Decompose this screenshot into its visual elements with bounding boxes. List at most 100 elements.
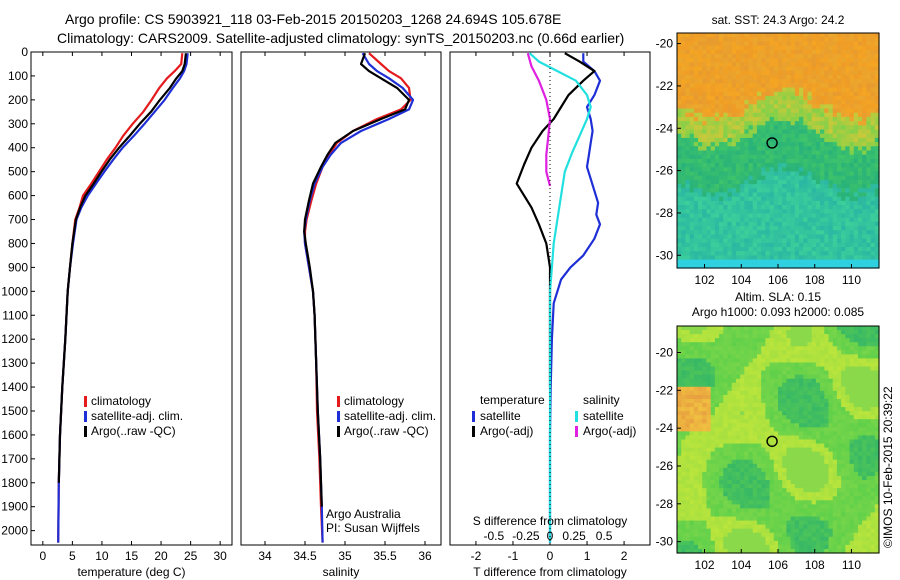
heatmap-cell xyxy=(820,234,825,240)
heatmap-cell xyxy=(828,41,834,47)
heatmap-cell xyxy=(685,112,691,118)
heatmap-cell xyxy=(862,251,867,257)
heatmap-cell xyxy=(778,362,783,368)
y-tick-label: 1000 xyxy=(1,284,28,298)
heatmap-cell xyxy=(811,95,817,101)
heatmap-cell xyxy=(807,66,813,72)
heatmap-cell xyxy=(756,398,762,404)
heatmap-cell xyxy=(714,83,720,89)
heatmap-cell xyxy=(698,100,703,105)
heatmap-cell xyxy=(824,378,830,384)
heatmap-cell xyxy=(874,366,880,372)
heatmap-cell xyxy=(685,492,691,497)
heatmap-cell xyxy=(849,213,855,219)
heatmap-cell xyxy=(862,150,867,156)
heatmap-cell xyxy=(677,217,682,223)
heatmap-cell xyxy=(811,394,817,400)
heatmap-cell xyxy=(744,192,750,198)
heatmap-cell xyxy=(782,74,788,80)
heatmap-cell xyxy=(832,137,838,143)
heatmap-cell xyxy=(735,484,741,489)
heatmap-cell xyxy=(845,230,851,236)
heatmap-cell xyxy=(756,475,762,481)
heatmap-cell xyxy=(845,435,851,441)
heatmap-cell xyxy=(841,192,846,198)
heatmap-cell xyxy=(807,350,813,355)
heatmap-cell xyxy=(782,205,788,210)
heatmap-cell xyxy=(870,238,876,244)
heatmap-cell xyxy=(769,484,775,489)
heatmap-cell xyxy=(815,62,821,68)
heatmap-cell xyxy=(866,179,872,185)
heatmap-cell xyxy=(765,188,771,194)
heatmap-cell xyxy=(744,484,750,489)
heatmap-cell xyxy=(702,334,708,339)
heatmap-cell xyxy=(845,205,851,210)
heatmap-cell xyxy=(698,334,703,339)
heatmap-cell xyxy=(756,488,762,493)
heatmap-cell xyxy=(702,188,708,194)
heatmap-cell xyxy=(836,125,842,131)
heatmap-cell xyxy=(824,125,830,131)
heatmap-cell xyxy=(719,221,724,227)
heatmap-cell xyxy=(786,447,792,453)
heatmap-cell xyxy=(752,62,758,68)
heatmap-cell xyxy=(698,70,703,76)
heatmap-cell xyxy=(786,217,792,223)
heatmap-cell xyxy=(790,338,796,343)
heatmap-cell xyxy=(681,146,687,152)
heatmap-cell xyxy=(693,382,699,388)
heatmap-cell xyxy=(731,41,737,47)
heatmap-cell xyxy=(832,338,838,343)
heatmap-cell xyxy=(811,247,817,252)
heatmap-cell xyxy=(698,209,703,215)
heatmap-cell xyxy=(778,221,783,227)
heatmap-cell xyxy=(744,463,750,469)
heatmap-cell xyxy=(756,500,762,505)
heatmap-cell xyxy=(761,87,766,93)
heatmap-cell xyxy=(832,200,838,206)
heatmap-cell xyxy=(752,467,758,473)
heatmap-cell xyxy=(681,255,687,261)
heatmap-cell xyxy=(849,398,855,404)
heatmap-cell xyxy=(735,154,741,160)
heatmap-cell xyxy=(874,226,880,231)
heatmap-cell xyxy=(773,167,779,173)
heatmap-cell xyxy=(769,455,775,461)
heatmap-cell xyxy=(820,251,825,257)
heatmap-cell xyxy=(685,358,691,364)
heatmap-cell xyxy=(693,342,699,347)
heatmap-cell xyxy=(769,146,775,152)
heatmap-cell xyxy=(744,213,750,219)
heatmap-cell xyxy=(765,419,771,424)
heatmap-cell xyxy=(849,475,855,481)
heatmap-cell xyxy=(857,263,863,269)
heatmap-cell xyxy=(702,83,708,89)
heatmap-cell xyxy=(786,125,792,131)
heatmap-cell xyxy=(756,95,762,101)
heatmap-cell xyxy=(735,121,741,126)
heatmap-cell xyxy=(862,475,867,481)
heatmap-cell xyxy=(811,121,817,126)
heatmap-cell xyxy=(723,104,729,110)
heatmap-cell xyxy=(853,171,859,177)
heatmap-cell xyxy=(693,411,699,416)
heatmap-cell xyxy=(689,74,695,80)
heatmap-cell xyxy=(782,439,788,445)
heatmap-cell xyxy=(794,415,800,420)
heatmap-cell xyxy=(710,398,716,404)
heatmap-cell xyxy=(702,129,708,135)
heatmap-cell xyxy=(769,419,775,424)
heatmap-cell xyxy=(778,146,783,152)
heatmap-cell xyxy=(799,411,804,416)
heatmap-cell xyxy=(723,79,729,84)
heatmap-cell xyxy=(723,125,729,131)
heatmap-cell xyxy=(748,53,754,59)
heatmap-cell xyxy=(778,398,783,404)
heatmap-cell xyxy=(807,342,813,347)
heatmap-cell xyxy=(853,37,859,42)
heatmap-cell xyxy=(681,137,687,143)
heatmap-cell xyxy=(769,370,775,376)
heatmap-cell xyxy=(719,154,724,160)
heatmap-cell xyxy=(832,58,838,63)
